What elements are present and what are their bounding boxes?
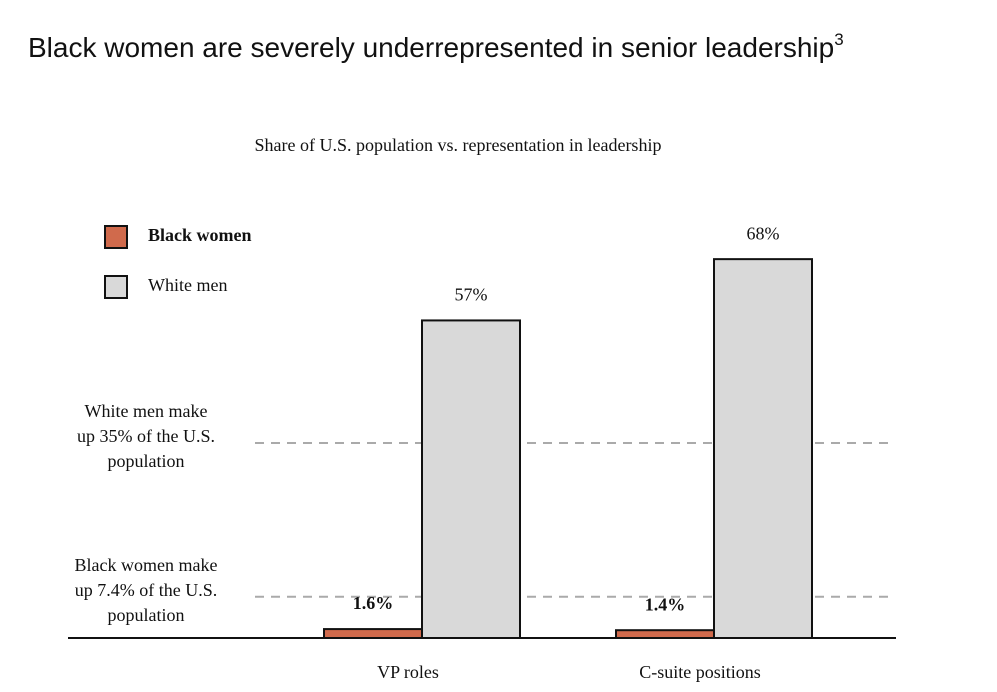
value-label: 68% xyxy=(747,223,780,243)
bar xyxy=(713,258,813,639)
legend-swatch xyxy=(104,225,128,249)
bar xyxy=(323,628,423,639)
reference-label: White men make xyxy=(85,401,208,421)
value-label: 57% xyxy=(455,285,488,305)
legend-label: Black women xyxy=(148,225,252,245)
chart-title: Black women are severely underrepresente… xyxy=(28,30,844,63)
reference-label: Black women make xyxy=(75,555,218,575)
legend-swatch xyxy=(104,275,128,299)
legend-label: White men xyxy=(148,275,227,295)
bar xyxy=(421,319,521,639)
title-text: Black women are severely underrepresente… xyxy=(28,32,834,63)
bar xyxy=(615,629,715,640)
subtitle: Share of U.S. population vs. representat… xyxy=(255,135,662,155)
reference-label: population xyxy=(108,605,185,625)
x-tick-label: C-suite positions xyxy=(639,662,761,682)
reference-label: up 7.4% of the U.S. xyxy=(75,580,218,600)
x-tick-label: VP roles xyxy=(377,662,439,682)
reference-label: population xyxy=(108,451,185,471)
value-label: 1.6% xyxy=(353,593,394,613)
value-label: 1.4% xyxy=(645,594,686,614)
reference-label: up 35% of the U.S. xyxy=(77,426,215,446)
title-note: 3 xyxy=(834,30,843,49)
